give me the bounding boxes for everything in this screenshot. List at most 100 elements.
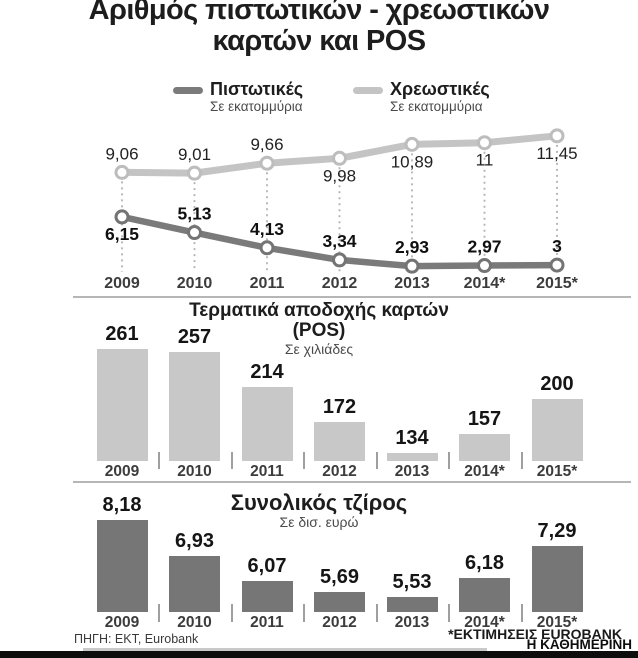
x-axis-label: 2015* <box>536 614 578 631</box>
debit-point-marker <box>114 164 130 180</box>
footer-black-bar <box>0 651 638 658</box>
axis-tick-separator <box>230 604 233 622</box>
pos-chart-title-pos: (POS) <box>292 320 346 341</box>
x-axis-label: 2009 <box>104 463 140 480</box>
bar <box>386 596 438 612</box>
bar-value-label: 8,18 <box>102 494 142 516</box>
legend-text-debit: Χρεωστικές Σε εκατομμύρια <box>390 80 490 115</box>
bar <box>531 398 583 461</box>
x-axis-label: 2009 <box>104 614 140 631</box>
line-chart-cards: 9,06 9,01 9,66 9,98 10,89 11 11,45 6,15 5,13 4,13… <box>104 128 579 292</box>
bar-value-label: 5,69 <box>320 566 359 589</box>
bar-value-label: 261 <box>105 323 139 345</box>
debit-value-label: 9,06 <box>105 144 138 163</box>
pos-chart-title: Τερματικά αποδοχής καρτών (POS) Σε χιλιά… <box>0 301 638 358</box>
footer-rule <box>83 648 487 651</box>
x-axis-label: 2010 <box>177 463 212 480</box>
bar <box>314 421 365 461</box>
x-axis-label: 2009 <box>104 275 140 292</box>
bar-value-label: 6,18 <box>465 551 504 574</box>
bar <box>241 581 293 612</box>
legend-item-debit: Χρεωστικές Σε εκατομμύρια <box>353 80 490 115</box>
bar-value-label: 6,07 <box>247 555 287 578</box>
credit-point-marker <box>404 258 420 274</box>
bar-value-label: 7,29 <box>537 519 577 542</box>
page-title: Αριθμός πιστωτικών - χρεωστικών καρτών κ… <box>0 0 638 57</box>
credit-point-marker <box>332 252 347 268</box>
bar-value-label: 172 <box>322 395 357 418</box>
bar <box>96 349 148 461</box>
bar-value-label: 214 <box>250 361 284 384</box>
x-axis-label: 2014* <box>464 275 507 292</box>
x-axis-label: 2013 <box>394 275 430 292</box>
debit-value-label: 11 <box>476 151 494 170</box>
debit-value-label: 9,98 <box>323 166 356 185</box>
bar-value-label: 257 <box>177 326 212 349</box>
pos-chart-subtitle: Σε χιλιάδες <box>284 341 354 357</box>
bar-value-label: 6,93 <box>175 530 214 553</box>
axis-tick-separator <box>520 452 523 469</box>
pos-bar-chart: 261 257 214 172 134 157 200 <box>0 300 638 461</box>
bar-value-label: 5,53 <box>392 570 432 593</box>
credit-value-label: 2,97 <box>467 237 501 257</box>
turnover-x-axis: 2009 2010 2011 2012 2013 2014* 2015* <box>0 604 638 632</box>
bar <box>459 434 510 461</box>
credit-point-marker <box>259 240 275 256</box>
axis-tick-separator <box>158 604 161 622</box>
credit-value-label: 2,93 <box>395 237 429 257</box>
axis-tick-separator <box>303 604 306 622</box>
x-axis-label: 2010 <box>177 614 212 631</box>
section-divider <box>73 296 631 298</box>
legend-sublabel-debit: Σε εκατομμύρια <box>390 99 483 114</box>
legend-label-debit: Χρεωστικές <box>390 79 490 99</box>
axis-tick-separator <box>230 452 233 469</box>
credit-point-marker <box>187 225 202 241</box>
newspaper-brand: Η ΚΑΘΗΜΕΡΙΝΗ <box>526 637 632 652</box>
debit-point-marker <box>477 135 492 151</box>
pos-chart-title-main: Τερματικά αποδοχής καρτών <box>189 300 449 321</box>
turnover-bar-chart: 8,18 6,93 6,07 5,69 5,53 6,18 7,29 <box>0 494 638 612</box>
turnover-chart-title-main: Συνολικός τζίρος <box>230 490 408 515</box>
axis-tick-separator <box>303 452 306 469</box>
debit-point-marker <box>404 136 420 152</box>
debit-point-marker <box>332 150 347 166</box>
credit-point-marker <box>114 209 130 225</box>
credit-line-swatch-icon <box>173 87 203 94</box>
section-divider <box>73 481 631 483</box>
credit-point-marker <box>549 257 565 273</box>
axis-tick-separator <box>375 604 378 622</box>
bar <box>241 387 293 461</box>
page-title-line2: καρτών και POS <box>212 25 427 57</box>
credit-value-label: 6,15 <box>105 224 139 244</box>
debit-value-label: 10,89 <box>391 152 434 171</box>
debit-point-marker <box>259 155 275 171</box>
x-axis-label: 2010 <box>177 275 213 292</box>
bar-value-label: 134 <box>395 426 429 449</box>
x-axis-label: 2013 <box>394 614 430 631</box>
axis-tick-separator <box>520 604 523 622</box>
axis-tick-separator <box>448 604 451 622</box>
estimate-note: *ΕΚΤΙΜΗΣΕΙΣ EUROBANK <box>448 626 622 642</box>
bar-value-label: 157 <box>467 408 502 431</box>
legend-sublabel-credit: Σε εκατομμύρια <box>210 99 303 114</box>
debit-point-marker <box>187 165 202 181</box>
legend-item-credit: Πιστωτικές Σε εκατομμύρια <box>173 80 303 115</box>
debit-point-marker <box>549 128 565 144</box>
bar <box>169 352 220 461</box>
bar <box>169 556 220 612</box>
debit-value-label: 9,01 <box>178 145 211 164</box>
debit-line-swatch-icon <box>353 87 383 94</box>
pos-x-axis: 2009 2010 2011 2012 2013 2014* 2015* <box>0 452 638 481</box>
bar <box>386 452 438 461</box>
credit-value-label: 4,13 <box>250 219 284 239</box>
page-title-line1: Αριθμός πιστωτικών - χρεωστικών <box>88 0 550 26</box>
legend-label-credit: Πιστωτικές <box>210 79 304 99</box>
x-axis-label: 2012 <box>322 614 357 631</box>
x-axis-label: 2012 <box>322 463 357 480</box>
x-axis-label: 2015* <box>536 275 579 292</box>
bar <box>96 520 148 612</box>
x-axis-label: 2011 <box>250 614 284 631</box>
x-axis-label: 2011 <box>250 275 285 292</box>
turnover-chart-title: Συνολικός τζίρος Σε δισ. ευρώ <box>0 491 638 531</box>
